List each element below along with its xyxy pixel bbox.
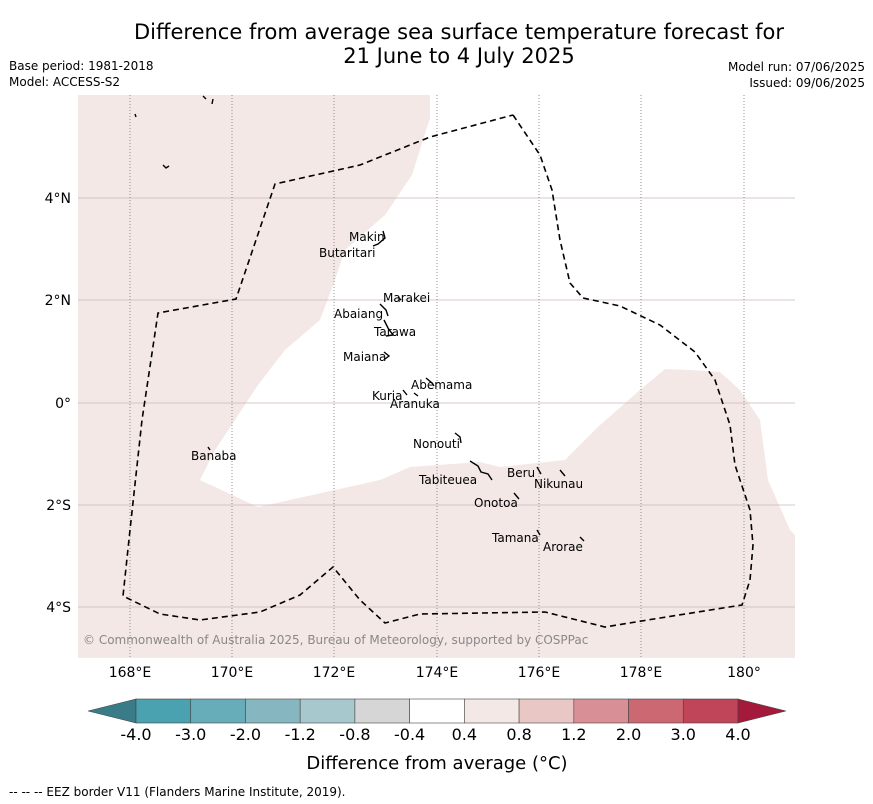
- eez-footnote: -- -- -- EEZ border V11 (Flanders Marine…: [9, 785, 346, 799]
- colorbar-bin: [409, 698, 465, 724]
- island-coastlines: [134, 95, 585, 542]
- place-label: Abaiang: [334, 307, 383, 321]
- place-label: Abemama: [411, 378, 472, 392]
- colorbar-tick-label: 0.8: [506, 725, 531, 744]
- lon-tick-label: 180°: [727, 665, 761, 681]
- place-label: Aranuka: [390, 397, 440, 411]
- lon-tick-label: 176°E: [518, 665, 561, 681]
- base-period: Base period: 1981-2018: [9, 59, 154, 73]
- colorbar-tick-label: -0.8: [339, 725, 370, 744]
- title-line-1: Difference from average sea surface temp…: [134, 20, 784, 44]
- colorbar-bin: [573, 698, 629, 724]
- colorbar-bin: [299, 698, 356, 724]
- colorbar-tick-label: -4.0: [120, 725, 151, 744]
- meta-left: Base period: 1981-2018 Model: ACCESS-S2: [9, 58, 154, 90]
- colorbar-bin: [245, 698, 301, 724]
- lon-tick-label: 170°E: [211, 665, 254, 681]
- colorbar-tick-label: -2.0: [230, 725, 261, 744]
- lat-tick-label: 2°N: [45, 293, 71, 309]
- colorbar-tick-label: -3.0: [175, 725, 206, 744]
- model-run: Model run: 07/06/2025: [727, 60, 865, 74]
- colorbar-tick-label: -0.4: [394, 725, 425, 744]
- place-label: Tamana: [491, 531, 539, 545]
- colorbar-bin: [464, 698, 520, 724]
- place-label: Tarawa: [373, 325, 416, 339]
- colorbar-extend-high: [737, 698, 787, 724]
- lon-tick-label: 172°E: [313, 665, 356, 681]
- lat-tick-label: 4°S: [46, 600, 71, 616]
- place-label: Tabiteuea: [418, 473, 477, 487]
- place-label: Makin: [349, 230, 385, 244]
- eez-border: [122, 114, 754, 628]
- lat-tick-label: 2°S: [46, 498, 71, 514]
- colorbar-tick-label: 4.0: [725, 725, 750, 744]
- lat-tick-label: 0°: [55, 396, 71, 412]
- colorbar-tick-label: 0.4: [452, 725, 477, 744]
- colorbar-bin: [190, 698, 246, 724]
- colorbar-tick-label: 1.2: [561, 725, 586, 744]
- colorbar-bin: [135, 698, 192, 724]
- place-label: Beru: [507, 466, 535, 480]
- colorbar-tick-label: 2.0: [616, 725, 641, 744]
- lon-tick-label: 178°E: [620, 665, 663, 681]
- chart-title: Difference from average sea surface temp…: [0, 20, 873, 68]
- issued-date: Issued: 09/06/2025: [749, 76, 865, 90]
- colorbar-bin: [682, 698, 739, 724]
- place-label: Banaba: [191, 449, 237, 463]
- colorbar-tick-label: -1.2: [285, 725, 316, 744]
- place-label: Kuria: [372, 389, 403, 403]
- place-label: Butaritari: [319, 246, 376, 260]
- place-label: Nonouti: [413, 437, 460, 451]
- colorbar-extend-low: [87, 698, 137, 724]
- lat-tick-label: 4°N: [45, 191, 71, 207]
- colorbar: [87, 698, 787, 724]
- place-label: Nikunau: [534, 477, 583, 491]
- colorbar-tick-label: 3.0: [671, 725, 696, 744]
- title-line-2: 21 June to 4 July 2025: [343, 44, 575, 68]
- model-name: Model: ACCESS-S2: [9, 75, 121, 89]
- meta-right: Model run: 07/06/2025 Issued: 09/06/2025: [728, 59, 865, 91]
- colorbar-bin: [518, 698, 575, 724]
- lat-gridlines: [78, 197, 795, 608]
- lon-tick-label: 168°E: [109, 665, 152, 681]
- colorbar-bin: [354, 698, 410, 724]
- place-label: Arorae: [543, 540, 583, 554]
- lon-tick-label: 174°E: [416, 665, 459, 681]
- place-label: Marakei: [383, 291, 430, 305]
- place-label: Maiana: [343, 350, 386, 364]
- lon-gridlines: [129, 95, 745, 658]
- place-label: Onotoa: [474, 496, 518, 510]
- colorbar-bin: [628, 698, 684, 724]
- colorbar-title: Difference from average (°C): [306, 753, 567, 774]
- copyright-notice: © Commonwealth of Australia 2025, Bureau…: [83, 633, 588, 647]
